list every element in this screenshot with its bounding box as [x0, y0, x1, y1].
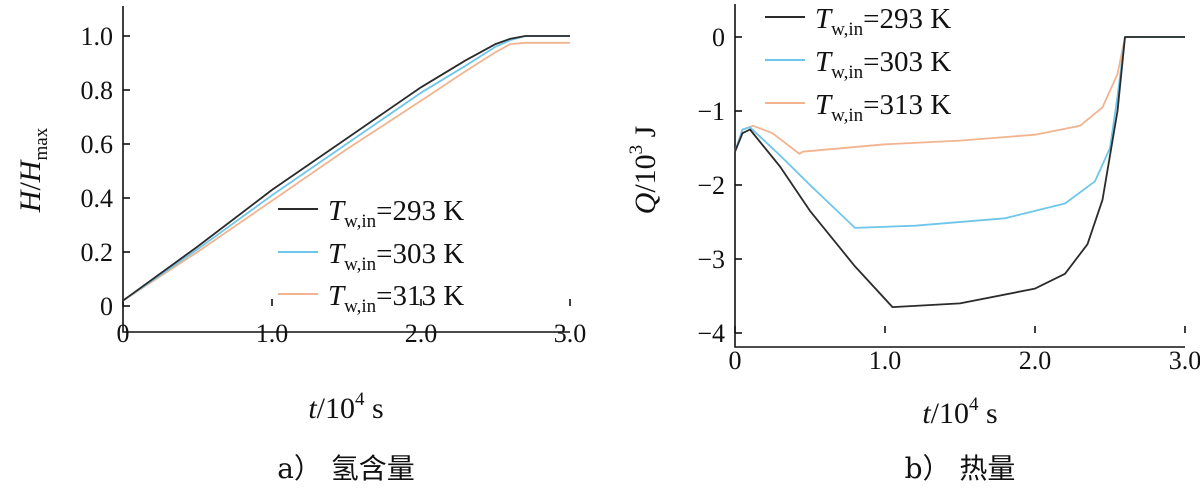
b-y-tick-label: −2 — [697, 171, 725, 200]
b-y-tick-label: −1 — [697, 97, 725, 126]
b-x-tick-label: 1.0 — [869, 346, 902, 375]
panel-a-axes — [122, 6, 570, 333]
panel-a-series — [122, 35, 570, 302]
a-series-line-1 — [122, 35, 570, 302]
legend-b-label-1: Tw,in=293 K — [815, 3, 951, 40]
panel-b-x-label: t/104 s — [922, 394, 997, 430]
panel-b-caption: b） 热量 — [905, 452, 1016, 485]
b-x-tick-label: 2.0 — [1019, 346, 1052, 375]
b-x-tick-label: 3.0 — [1169, 346, 1200, 375]
panel-b-x-ticks: 0 1.0 2.0 3.0 — [729, 326, 1200, 375]
legend-b-label-3: Tw,in=313 K — [815, 89, 951, 126]
b-y-tick-label: 0 — [712, 23, 725, 52]
legend-a-label-1: Tw,in=293 K — [328, 195, 464, 232]
b-y-tick-label: −3 — [697, 245, 725, 274]
panel-a: 0 0.2 0.4 0.6 0.8 1.0 0 1.0 2.0 3.0 Tw,in=293 K … — [14, 6, 586, 485]
a-x-tick-label: 1.0 — [256, 319, 289, 348]
panel-b-axes — [734, 4, 1185, 348]
panel-a-x-label: t/104 s — [308, 389, 383, 425]
b-series-line-1 — [734, 36, 1185, 309]
panel-a-legend: Tw,in=293 K Tw,in=303 K Tw,in=313 K — [278, 195, 464, 317]
panel-b-series — [734, 36, 1185, 309]
legend-a-label-3: Tw,in=313 K — [328, 280, 464, 317]
panel-a-caption: a） 氢含量 — [277, 452, 415, 485]
panel-a-x-ticks: 0 1.0 2.0 3.0 — [117, 299, 587, 348]
b-series-line-3 — [734, 36, 1185, 155]
a-y-tick-label: 0.8 — [81, 76, 114, 105]
panel-b: 0 −1 −2 −3 −4 0 1.0 2.0 3.0 Tw,in=293 K Tw,in=3… — [626, 3, 1200, 485]
panel-b-legend: Tw,in=293 K Tw,in=303 K Tw,in=313 K — [765, 3, 951, 126]
a-x-tick-label: 0 — [117, 319, 130, 348]
a-series-line-3 — [122, 41, 570, 302]
b-y-tick-label: −4 — [697, 319, 725, 348]
legend-a-label-2: Tw,in=303 K — [328, 238, 464, 275]
a-y-tick-label: 0.4 — [81, 184, 114, 213]
b-series-line-2 — [734, 36, 1185, 229]
b-x-tick-label: 0 — [729, 346, 742, 375]
a-x-tick-label: 2.0 — [405, 319, 438, 348]
a-y-tick-label: 0 — [100, 292, 113, 321]
a-x-tick-label: 3.0 — [554, 319, 587, 348]
legend-b-label-2: Tw,in=303 K — [815, 46, 951, 83]
panel-a-y-label: H/Hmax — [14, 127, 52, 213]
a-y-tick-label: 0.2 — [81, 238, 114, 267]
panel-b-y-label: Q/103 J — [626, 125, 662, 214]
a-y-tick-label: 1.0 — [81, 22, 114, 51]
panel-a-y-ticks: 0 0.2 0.4 0.6 0.8 1.0 — [81, 22, 130, 321]
panel-b-y-ticks: 0 −1 −2 −3 −4 — [697, 23, 742, 348]
a-y-tick-label: 0.6 — [81, 130, 114, 159]
